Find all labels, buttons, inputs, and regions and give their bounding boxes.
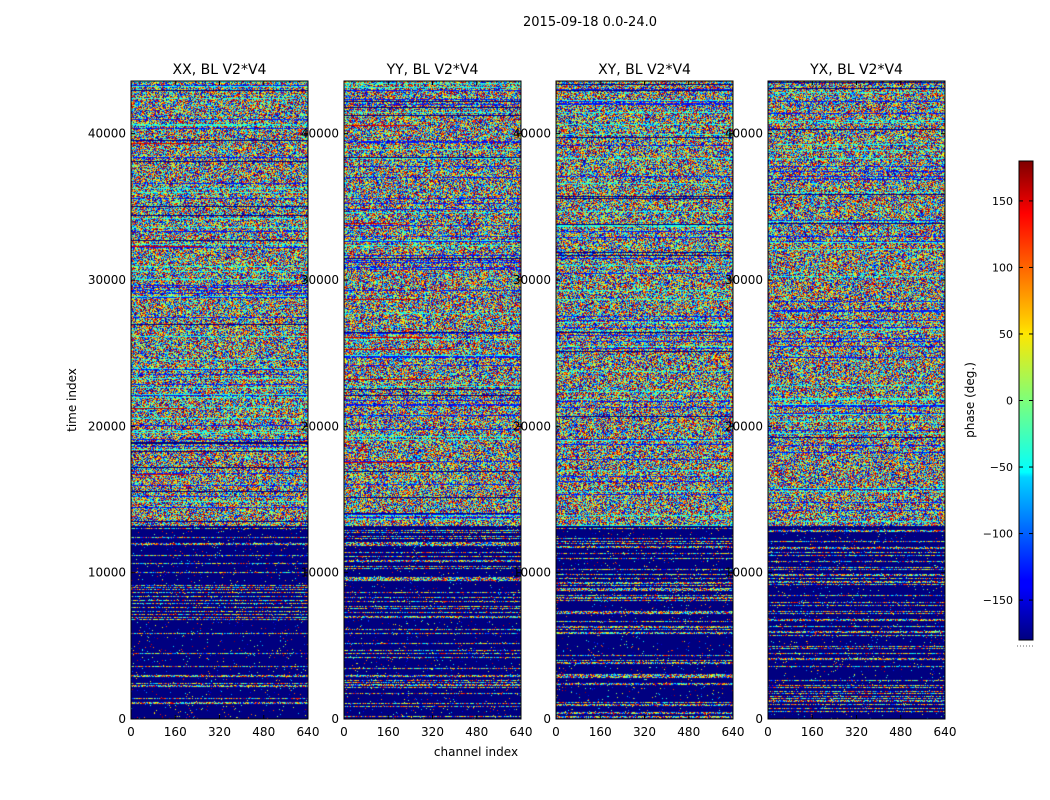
colorbar-tick-label: −150 [983, 594, 1013, 607]
heatmap-image [556, 81, 733, 719]
x-tick-label: 640 [934, 725, 957, 739]
colorbar-tick-label: −50 [990, 461, 1013, 474]
x-tick-label: 640 [510, 725, 533, 739]
x-tick-label: 160 [801, 725, 824, 739]
heatmap-image [344, 81, 521, 719]
colorbar-tick-label: 150 [992, 195, 1013, 208]
x-tick-label: 320 [421, 725, 444, 739]
heatmap-image [131, 81, 308, 719]
y-tick-label: 10000 [301, 566, 339, 580]
y-tick-label: 40000 [88, 127, 126, 141]
panel-title: YY, BL V2*V4 [386, 62, 479, 78]
x-tick-label: 160 [589, 725, 612, 739]
y-tick-label: 40000 [301, 127, 339, 141]
y-tick-label: 30000 [88, 273, 126, 287]
y-tick-label: 10000 [88, 566, 126, 580]
x-tick-label: 640 [297, 725, 320, 739]
colorbar-tick-label: −100 [983, 528, 1013, 541]
x-tick-label: 160 [377, 725, 400, 739]
y-tick-label: 20000 [88, 419, 126, 433]
x-tick-label: 480 [252, 725, 275, 739]
y-tick-label: 20000 [513, 419, 551, 433]
panel-3: XY, BL V2*V4 0 160 320 480 640 0 10000 20000 3000… [513, 62, 745, 739]
y-tick-label: 30000 [513, 273, 551, 287]
x-tick-label: 480 [465, 725, 488, 739]
colorbar-ticks: 150 100 50 0 −50 −100 −150 [983, 195, 1033, 607]
panel-title: YX, BL V2*V4 [809, 62, 903, 78]
panel-2: YY, BL V2*V4 0 160 320 480 640 0 10000 20000 3000… [301, 62, 533, 739]
panel-1: XX, BL V2*V4 0 160 320 480 640 0 10000 20000 3000… [88, 62, 320, 739]
panel-4: YX, BL V2*V4 0 160 320 480 640 0 10000 20000 3000… [725, 62, 957, 739]
x-tick-label: 160 [164, 725, 187, 739]
y-tick-label: 10000 [513, 566, 551, 580]
y-tick-label: 40000 [513, 127, 551, 141]
x-tick-label: 0 [764, 725, 772, 739]
y-tick-label: 0 [331, 712, 339, 726]
heatmap-image [768, 81, 945, 719]
y-tick-label: 30000 [725, 273, 763, 287]
x-tick-label: 320 [845, 725, 868, 739]
x-tick-label: 320 [633, 725, 656, 739]
colorbar-label: phase (deg.) [963, 362, 977, 438]
figure-suptitle: 2015-09-18 0.0-24.0 [523, 15, 657, 30]
x-tick-label: 0 [552, 725, 560, 739]
x-tick-label: 0 [340, 725, 348, 739]
panel-title: XY, BL V2*V4 [598, 62, 691, 78]
y-tick-label: 30000 [301, 273, 339, 287]
colorbar-tick-label: 100 [992, 261, 1013, 274]
panel-title: XX, BL V2*V4 [173, 62, 267, 78]
x-tick-label: 480 [889, 725, 912, 739]
x-tick-label: 640 [722, 725, 745, 739]
colorbar-tick-label: 0 [1006, 395, 1013, 408]
x-tick-label: 320 [208, 725, 231, 739]
y-tick-label: 0 [755, 712, 763, 726]
y-tick-label: 20000 [725, 419, 763, 433]
y-axis-label: time index [65, 368, 79, 432]
x-tick-label: 0 [127, 725, 135, 739]
y-tick-label: 0 [543, 712, 551, 726]
x-axis-label: channel index [434, 745, 518, 759]
colorbar: 150 100 50 0 −50 −100 −150 phase (deg.) [963, 160, 1035, 647]
y-tick-label: 40000 [725, 127, 763, 141]
y-tick-label: 10000 [725, 566, 763, 580]
y-tick-label: 0 [118, 712, 126, 726]
y-tick-label: 20000 [301, 419, 339, 433]
colorbar-tick-label: 50 [999, 328, 1013, 341]
panels: XX, BL V2*V4 0 160 320 480 640 0 10000 20000 3000… [88, 62, 957, 739]
x-tick-label: 480 [677, 725, 700, 739]
